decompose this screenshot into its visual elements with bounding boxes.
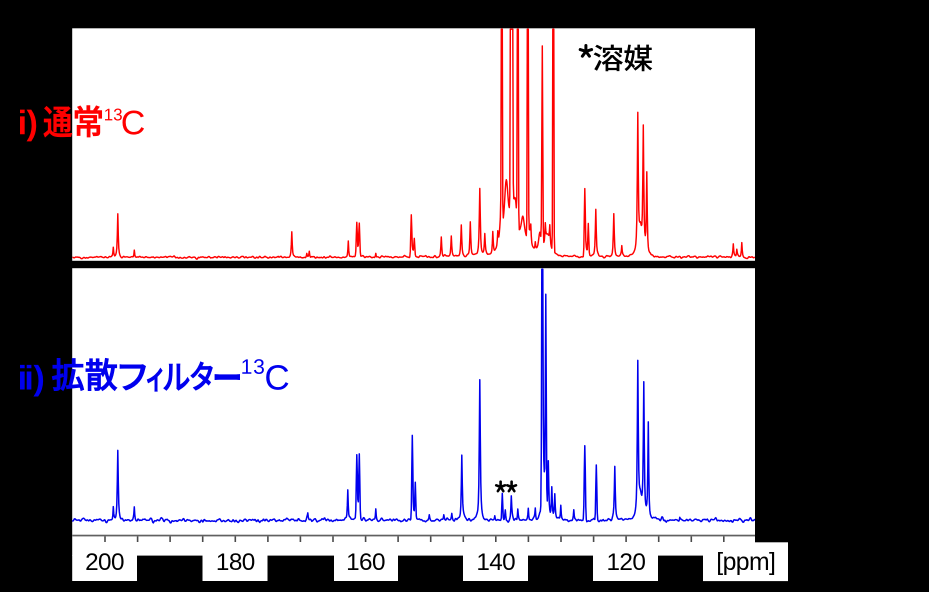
svg-text:180: 180 bbox=[216, 549, 255, 576]
svg-text:[ppm]: [ppm] bbox=[716, 549, 775, 576]
svg-text:160: 160 bbox=[346, 549, 385, 576]
svg-text:120: 120 bbox=[607, 549, 646, 576]
svg-text:140: 140 bbox=[476, 549, 515, 576]
svg-text:200: 200 bbox=[85, 549, 124, 576]
